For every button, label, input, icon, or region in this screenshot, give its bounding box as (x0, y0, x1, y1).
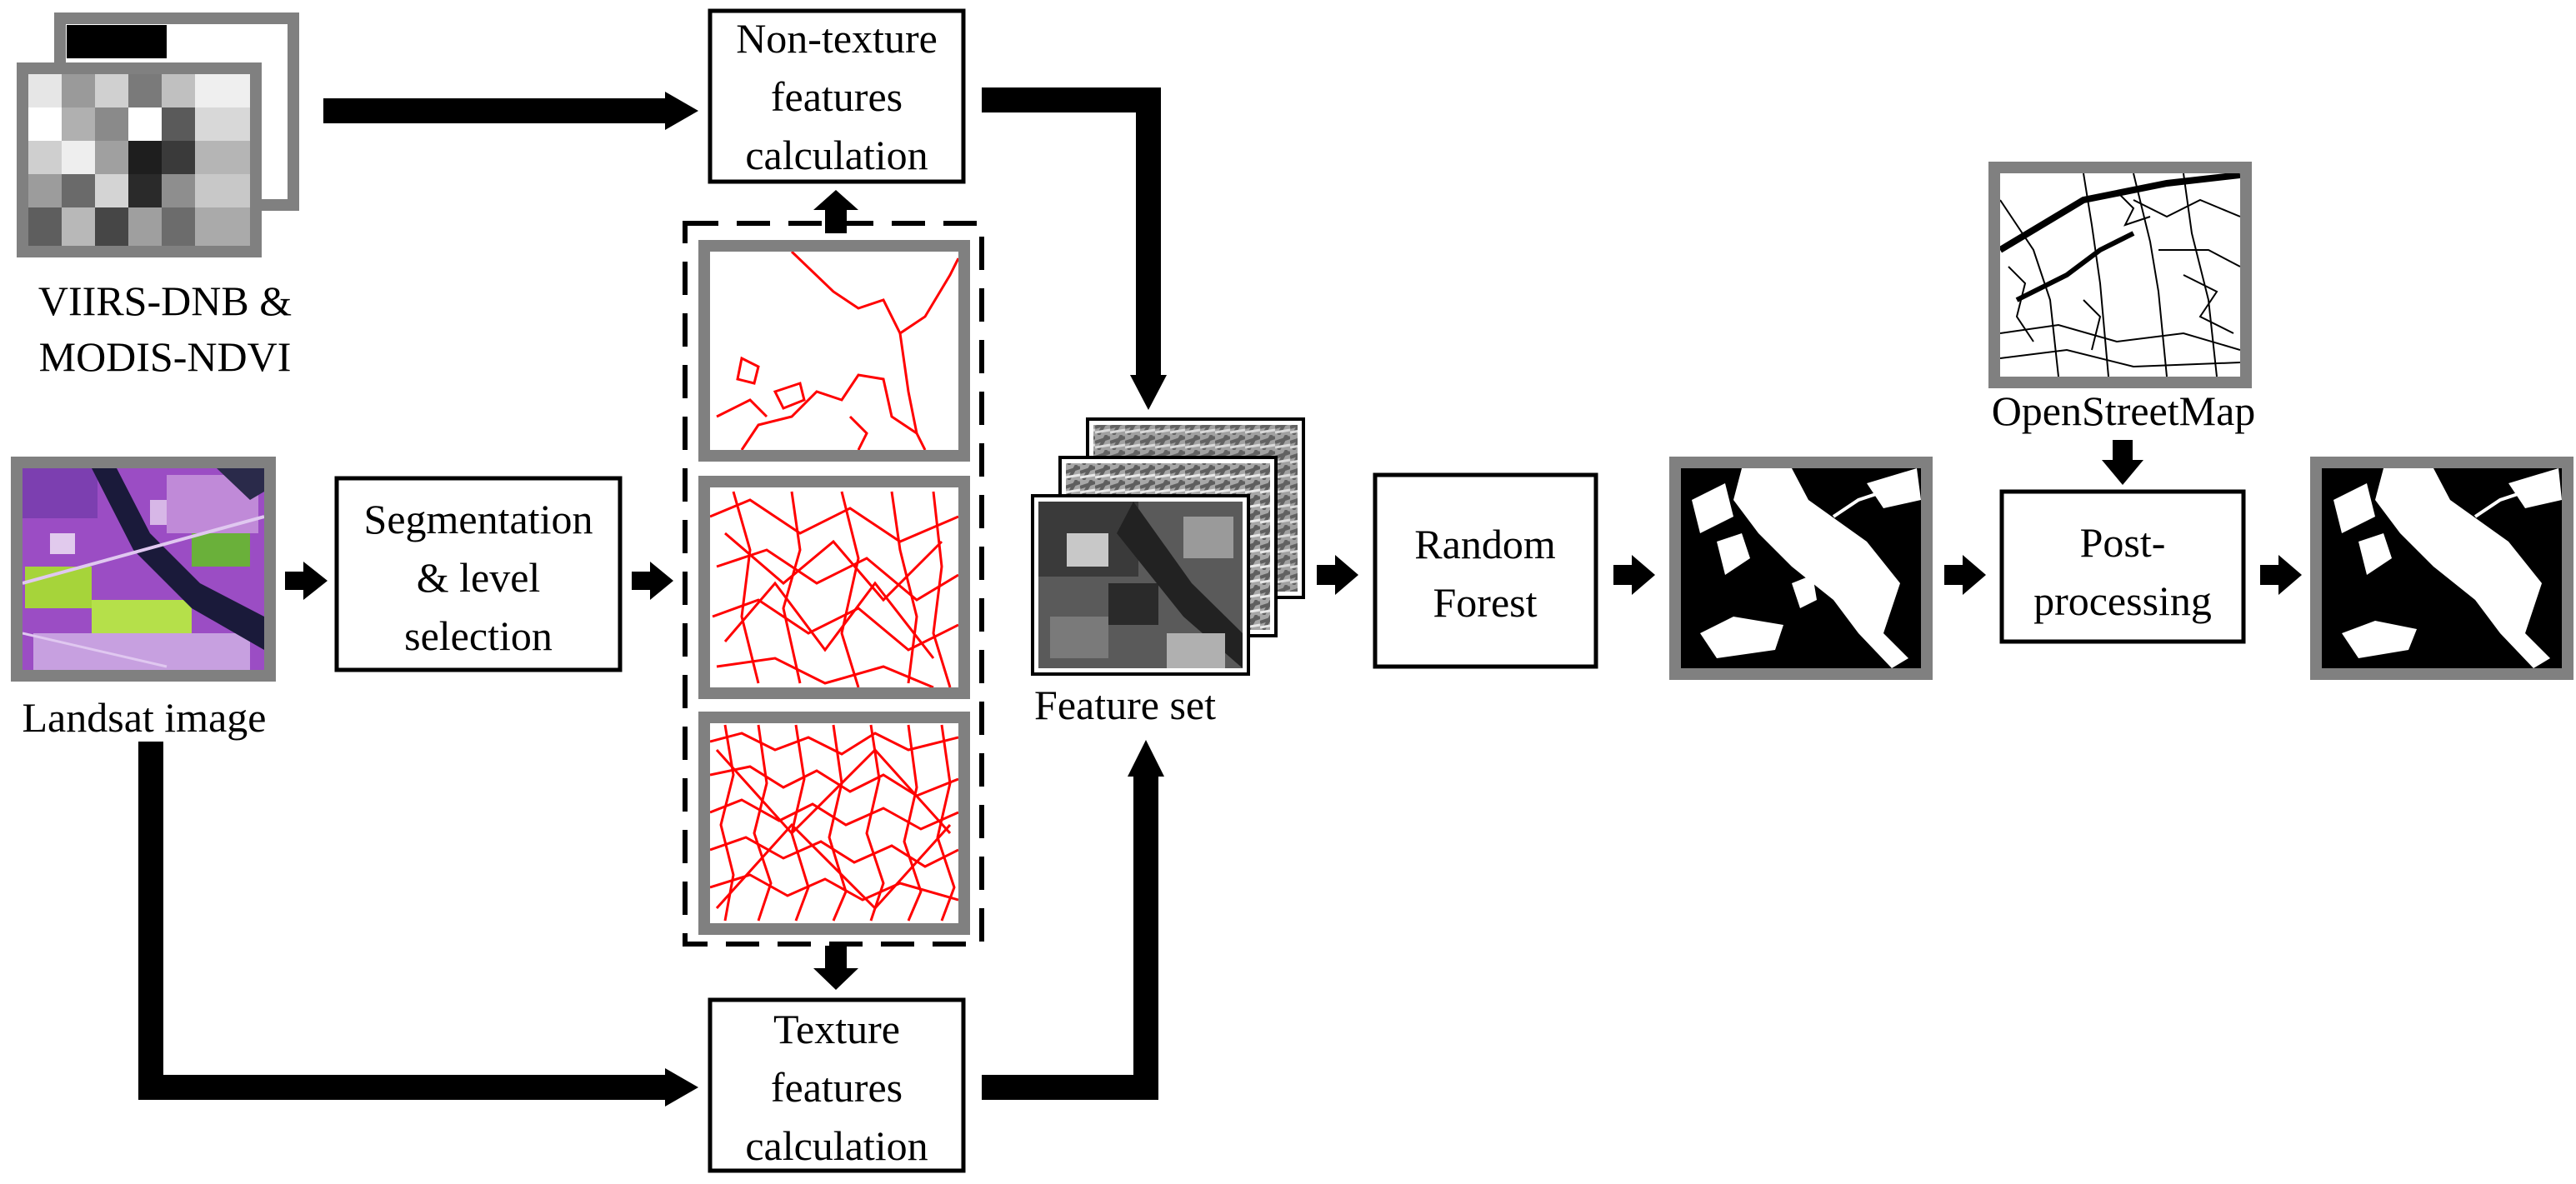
segmentation-level-2-image (698, 476, 970, 699)
segmentation-line1: Segmentation (364, 496, 593, 542)
arrowhead (1130, 375, 1167, 410)
viirs-modis-image-stack (17, 12, 299, 257)
feature-set-image-stack (1031, 417, 1305, 676)
arrowhead (813, 968, 858, 990)
edge-feature-set-to-random-forest (1317, 555, 1358, 595)
final-map-image (2310, 457, 2573, 680)
viirs-modis-label-line1: VIIRS-DNB & (38, 277, 292, 324)
edge-landsat-to-segmentation (285, 562, 328, 600)
edge-levels-to-texture (813, 946, 858, 990)
arrowhead (1963, 555, 1986, 595)
landsat-label: Landsat image (23, 694, 267, 741)
random-forest-box: Random Forest (1373, 472, 1598, 669)
openstreetmap-image (1988, 162, 2252, 388)
edge-texture-to-feature-set (982, 740, 1164, 1100)
feature-set-label: Feature set (1034, 682, 1216, 728)
non-texture-line2: features (771, 73, 903, 120)
arrowhead (1128, 740, 1164, 777)
arrowhead (650, 562, 673, 600)
non-texture-line1: Non-texture (736, 15, 938, 62)
segmentation-line3: selection (404, 612, 553, 659)
arrowhead (303, 562, 328, 600)
post-processing-line1: Post- (2080, 519, 2166, 566)
segmentation-line2: & level (417, 554, 541, 601)
arrowhead (665, 92, 698, 130)
landsat-image (11, 457, 276, 682)
classification-map-image (1669, 457, 1933, 680)
edge-osm-to-post-processing (2102, 440, 2143, 485)
segmentation-levels-group (683, 221, 984, 947)
post-processing-box: Post- processing (1999, 489, 2246, 644)
texture-line1: Texture (773, 1006, 900, 1052)
arrowhead (2278, 555, 2302, 595)
edge-levels-to-non-texture (813, 190, 858, 233)
arrowhead (813, 190, 858, 210)
segmentation-box: Segmentation & level selection (334, 476, 623, 672)
edge-viirs-to-non-texture (323, 92, 698, 130)
edge-post-processing-to-final (2260, 555, 2302, 595)
non-texture-box: Non-texture features calculation (708, 8, 966, 184)
edge-random-forest-to-classification (1613, 555, 1655, 595)
viirs-raster-image (28, 74, 250, 246)
random-forest-line2: Forest (1433, 579, 1538, 626)
post-processing-line2: processing (2033, 577, 2212, 624)
arrowhead (665, 1068, 698, 1107)
segmentation-level-3-image (698, 712, 970, 935)
edge-classification-to-post-processing (1944, 555, 1986, 595)
texture-line2: features (771, 1064, 903, 1111)
viirs-modis-label-line2: MODIS-NDVI (39, 333, 292, 380)
edge-landsat-to-texture (138, 742, 698, 1107)
openstreetmap-label: OpenStreetMap (1992, 387, 2256, 434)
edge-segmentation-to-levels (632, 562, 673, 600)
arrowhead (2102, 460, 2143, 485)
non-texture-line3: calculation (745, 132, 928, 178)
random-forest-line1: Random (1414, 521, 1556, 567)
arrowhead (1335, 555, 1358, 595)
segmentation-level-1-image (698, 240, 970, 462)
texture-line3: calculation (745, 1122, 928, 1169)
texture-box: Texture features calculation (708, 997, 966, 1173)
arrowhead (1632, 555, 1655, 595)
edge-non-texture-to-feature-set (982, 87, 1167, 410)
